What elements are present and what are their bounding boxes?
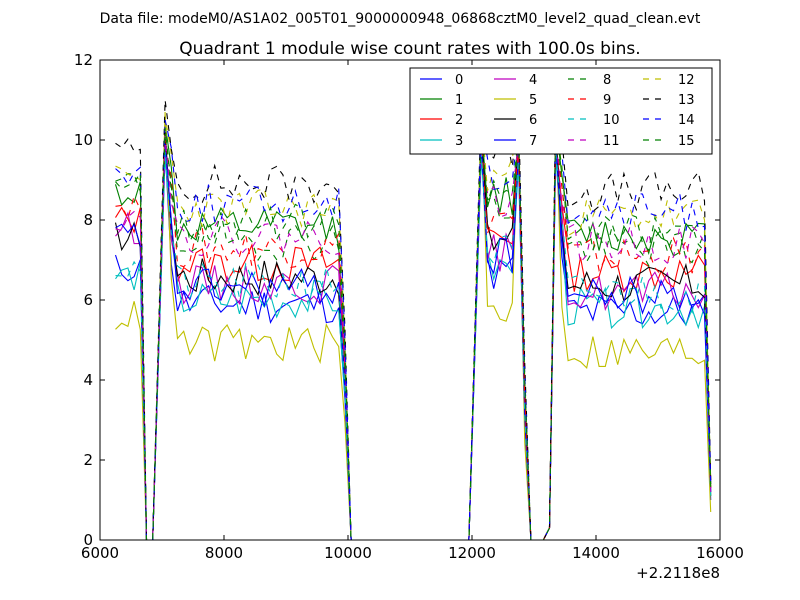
legend-label-6: 6: [529, 113, 537, 128]
series-9-line: [115, 139, 712, 540]
chart-title: Quadrant 1 module wise count rates with …: [179, 39, 640, 59]
y-tick-label: 12: [74, 51, 93, 69]
legend-label-12: 12: [678, 73, 695, 88]
legend-label-7: 7: [529, 134, 537, 149]
series-4-line: [115, 143, 712, 540]
x-tick-label: 16000: [696, 544, 744, 562]
legend-label-13: 13: [678, 93, 695, 108]
series-6-line: [114, 131, 712, 540]
series-7-line: [115, 143, 712, 540]
series-layer: [114, 99, 712, 540]
legend-frame: [409, 67, 713, 155]
series-10-line: [115, 151, 712, 540]
legend-label-9: 9: [603, 93, 611, 108]
series-11-line: [115, 135, 712, 540]
legend-label-10: 10: [603, 113, 620, 128]
series-15-line: [115, 127, 712, 540]
legend-label-11: 11: [603, 134, 620, 149]
legend-label-4: 4: [529, 73, 537, 88]
x-tick-label: 8000: [205, 544, 243, 562]
y-tick-label: 0: [83, 531, 93, 549]
legend-label-5: 5: [529, 93, 537, 108]
legend-label-15: 15: [678, 134, 695, 149]
chart-suptitle: Data file: modeM0/AS1A02_005T01_90000009…: [100, 11, 701, 27]
legend-label-3: 3: [455, 134, 463, 149]
legend-label-1: 1: [455, 93, 463, 108]
legend-label-8: 8: [603, 73, 611, 88]
series-13-line: [115, 99, 712, 540]
legend-label-14: 14: [678, 113, 695, 128]
series-3-line: [115, 155, 712, 540]
y-tick-label: 4: [83, 371, 93, 389]
y-tick-label: 10: [74, 131, 93, 149]
y-tick-label: 8: [83, 211, 93, 229]
legend-label-0: 0: [455, 73, 463, 88]
x-tick-label: 14000: [572, 544, 620, 562]
y-tick-label: 2: [83, 451, 93, 469]
x-tick-label: 6000: [81, 544, 119, 562]
y-tick-label: 6: [83, 291, 93, 309]
x-tick-label: 10000: [324, 544, 372, 562]
series-14-line: [115, 119, 712, 540]
series-8-line: [115, 131, 712, 540]
series-2-line: [115, 139, 712, 540]
x-tick-label: 12000: [448, 544, 496, 562]
series-5-line: [115, 111, 712, 540]
x-offset-label: +2.2118e8: [636, 564, 720, 582]
legend-label-2: 2: [455, 113, 463, 128]
series-12-line: [115, 115, 712, 540]
